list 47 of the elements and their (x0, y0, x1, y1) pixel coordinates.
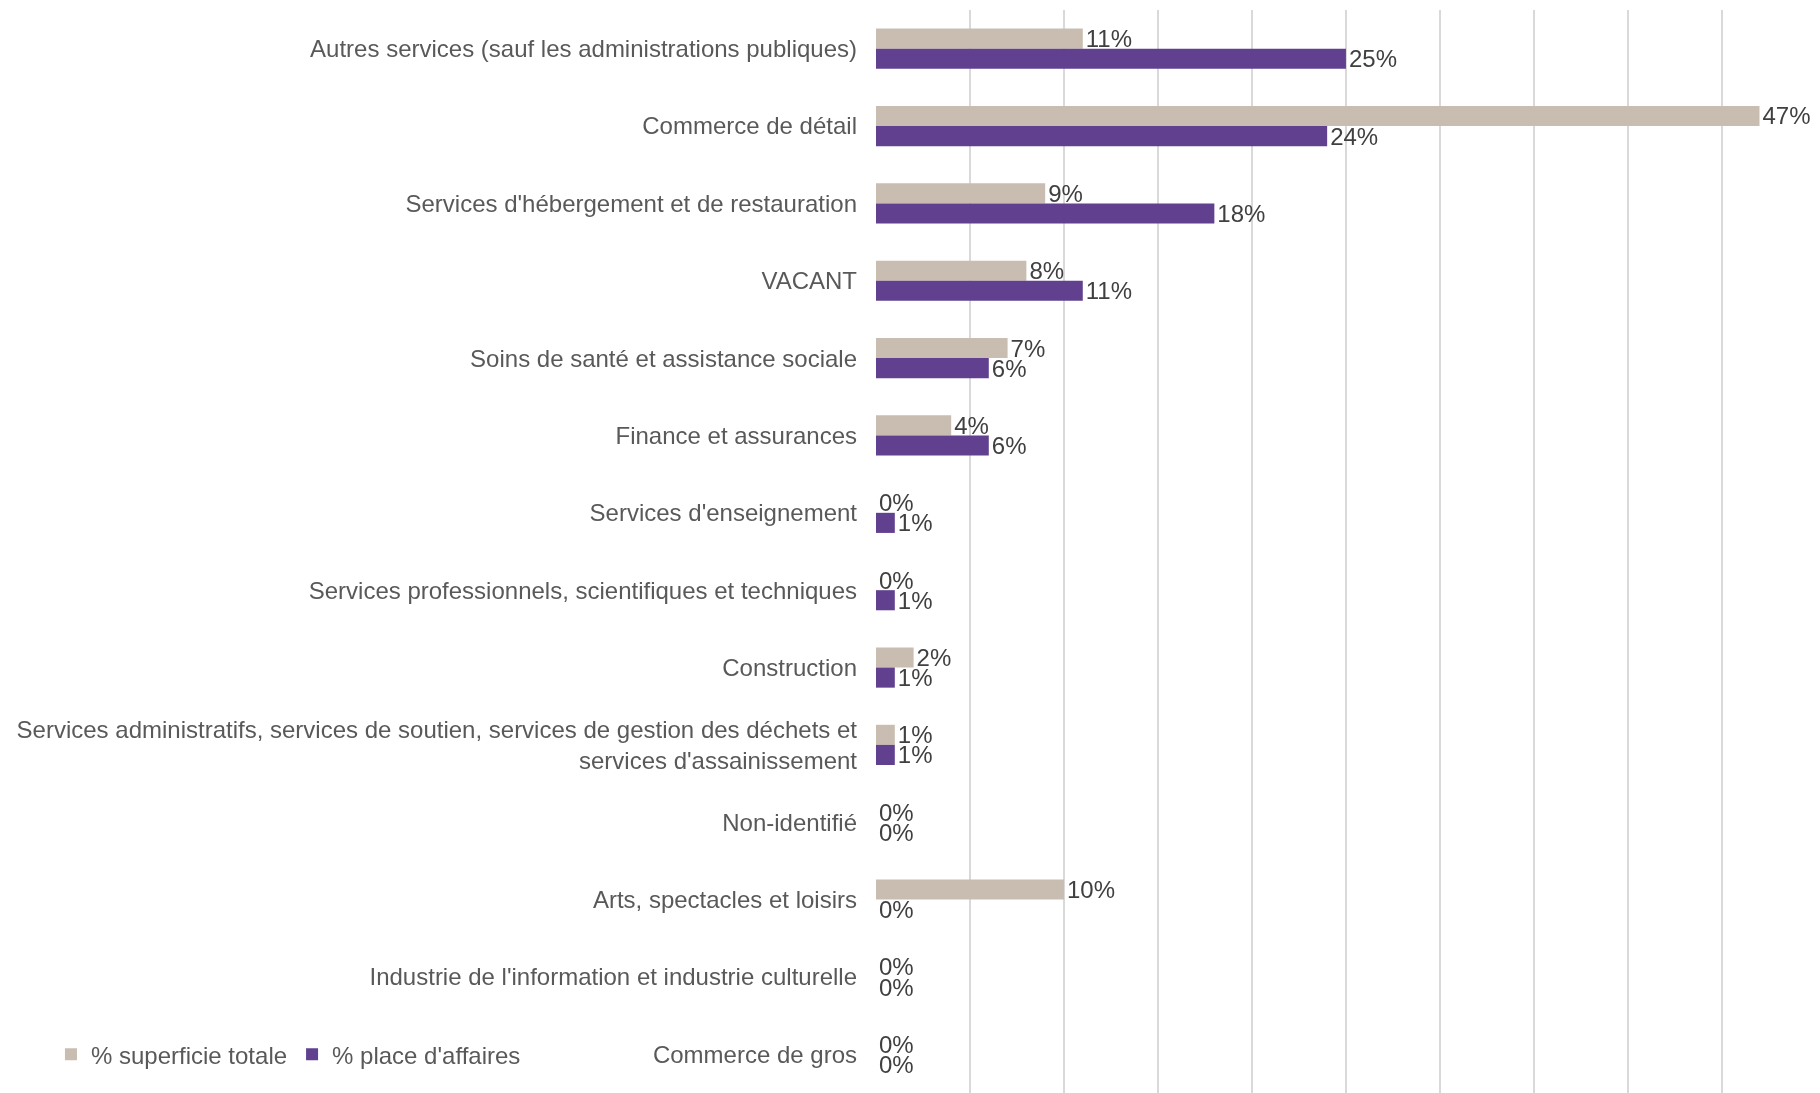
y-tick-label: Autres services (sauf les administrations publiques) (310, 35, 857, 63)
bar (876, 337, 1008, 359)
data-label: 11% (1085, 277, 1133, 305)
bar (876, 183, 1046, 204)
data-label: 10% (1066, 876, 1116, 904)
y-tick-label: Arts, spectacles et loisirs (592, 886, 857, 914)
y-tick-label: Construction (722, 653, 857, 681)
legend-label: % superficie totale (90, 1041, 288, 1069)
bar (876, 415, 952, 436)
bar (876, 203, 1215, 224)
bar (876, 744, 895, 766)
data-label: 0% (879, 896, 914, 924)
bar (876, 280, 1083, 301)
y-tick-label: Commerce de détail (642, 112, 857, 140)
bar (876, 512, 895, 533)
data-label: 4% (954, 411, 989, 439)
data-label: 47% (1762, 102, 1811, 130)
bar (876, 435, 989, 456)
y-tick-label: VACANT (761, 267, 858, 295)
bar (876, 667, 895, 688)
bar (876, 105, 1760, 127)
y-tick-label: Services d'hébergement et de restauration (405, 189, 857, 217)
y-tick-label: Services professionnels, scientifiques et techniques (308, 576, 857, 604)
y-tick-label: Finance et assurances (615, 421, 857, 449)
data-label: 11% (1085, 25, 1133, 53)
bar (876, 358, 989, 379)
data-label: 9% (1048, 179, 1083, 207)
bar (876, 126, 1328, 147)
bar (876, 260, 1027, 281)
bar (876, 879, 1064, 900)
bar (876, 724, 895, 745)
legend-label: % place d'affaires (332, 1041, 521, 1069)
bar (876, 590, 895, 611)
data-label: 24% (1330, 122, 1379, 150)
data-label: 8% (1029, 257, 1065, 285)
y-tick-label: Services administratifs, services de soutien, services de gestion des déchets et services d'assainissement (16, 715, 858, 774)
y-tick-label: Commerce de gros (652, 1040, 857, 1068)
data-label: 6% (991, 432, 1027, 460)
y-tick-label: Soins de santé et assistance sociale (470, 344, 857, 372)
data-label: 18% (1217, 199, 1266, 227)
bar (876, 647, 914, 668)
y-tick-label: Services d'enseignement (589, 499, 858, 527)
bar (876, 28, 1083, 49)
data-label: 25% (1348, 45, 1397, 73)
y-tick-label: Non-identifié (722, 808, 857, 836)
bar (876, 48, 1346, 69)
y-tick-label: Industrie de l'information et industrie culturelle (369, 963, 857, 991)
